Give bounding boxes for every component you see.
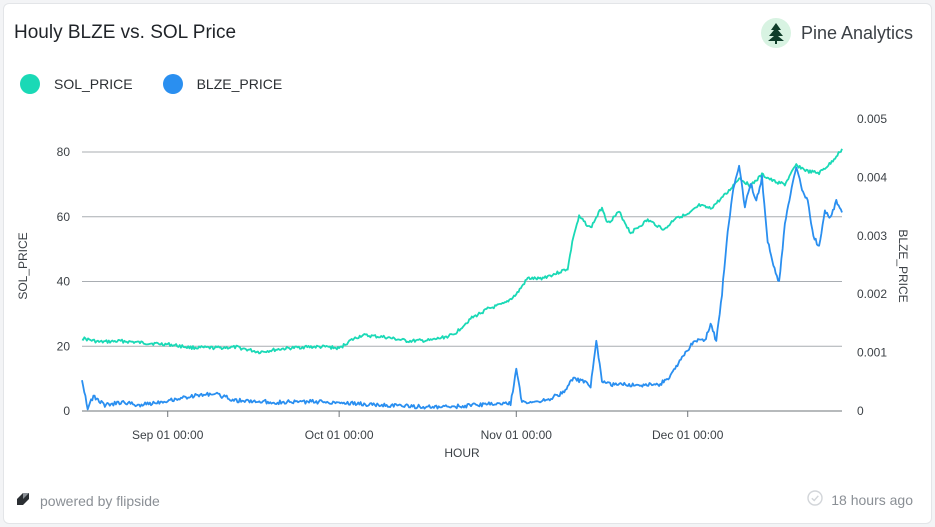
x-axis-title: HOUR (444, 446, 480, 460)
brand[interactable]: Pine Analytics (760, 18, 913, 48)
y-right-tick-label: 0.002 (857, 287, 887, 301)
check-circle-icon (807, 490, 823, 509)
chart-card: Houly BLZE vs. SOL Price Pine Analytics … (3, 3, 932, 524)
legend-swatch-sol (20, 74, 40, 94)
series-line-sol-price (81, 148, 843, 355)
chart-title: Houly BLZE vs. SOL Price (14, 22, 237, 43)
x-tick-label: Nov 01 00:00 (481, 428, 553, 442)
legend-swatch-blze (162, 74, 183, 94)
y-left-tick-label: 60 (57, 210, 71, 224)
y-left-axis-title: SOL_PRICE (16, 232, 30, 299)
powered-by-label: powered by flipside (40, 492, 160, 509)
chart-legend: SOL_PRICE BLZE_PRICE (20, 74, 282, 94)
last-updated-label: 18 hours ago (831, 491, 913, 508)
series-line-blze-price (81, 164, 843, 411)
y-right-axis-title: BLZE_PRICE (896, 229, 910, 302)
legend-label-sol: SOL_PRICE (54, 76, 133, 92)
y-right-tick-label: 0.005 (857, 112, 887, 126)
y-right-tick-label: 0.004 (857, 170, 887, 184)
series-layer (81, 148, 843, 411)
powered-by[interactable]: powered by flipside (14, 490, 160, 511)
x-tick-label: Dec 01 00:00 (652, 428, 724, 442)
y-left-tick-label: 80 (57, 145, 71, 159)
pine-tree-icon (760, 18, 791, 48)
legend-item-blze[interactable]: BLZE_PRICE (162, 74, 283, 94)
y-left-tick-label: 40 (57, 275, 71, 289)
brand-name: Pine Analytics (800, 22, 913, 43)
grid-layer (82, 151, 842, 412)
y-right-tick-label: 0.001 (857, 346, 887, 360)
y-left-tick-label: 0 (63, 404, 70, 418)
axis-layer: 0 20 40 60 80 0 0.001 0.002 0.003 0.004 0.005 Sep 0… (16, 112, 910, 460)
legend-item-sol[interactable]: SOL_PRICE (20, 74, 133, 94)
x-tick-label: Oct 01 00:00 (305, 428, 374, 442)
last-updated: 18 hours ago (807, 490, 913, 509)
y-left-tick-label: 20 (57, 339, 71, 353)
y-right-tick-label: 0.003 (857, 229, 887, 243)
x-tick-label: Sep 01 00:00 (132, 428, 204, 442)
legend-label-blze: BLZE_PRICE (196, 76, 283, 92)
flipside-logo-icon (14, 490, 32, 511)
y-right-tick-label: 0 (857, 404, 864, 418)
